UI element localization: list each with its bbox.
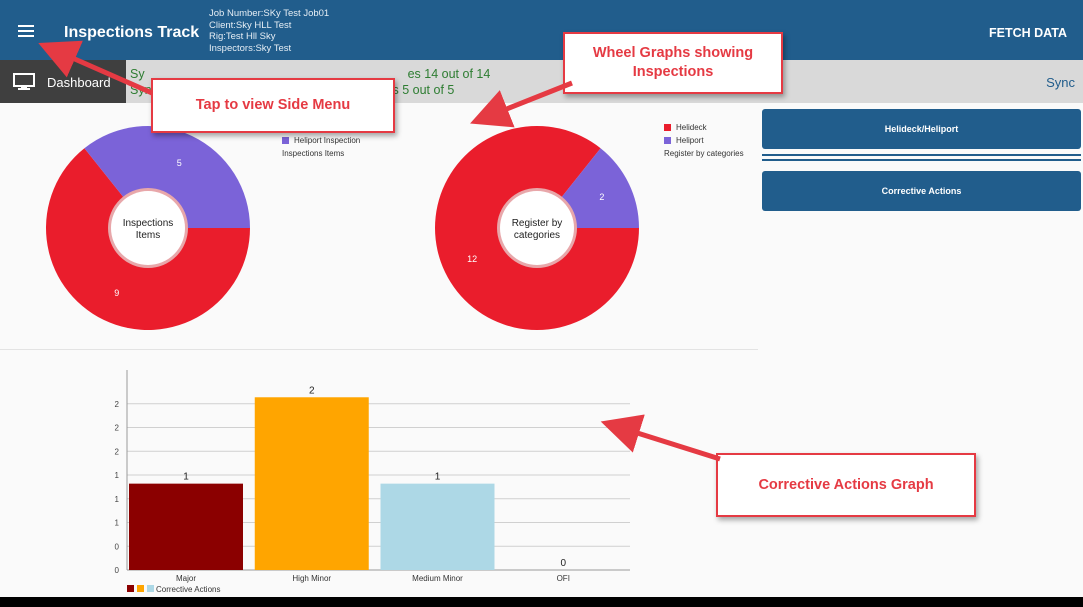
callout-text: Corrective Actions Graph [758,476,934,493]
legend-caption: Inspections Items [282,149,345,158]
x-tick-label: High Minor [292,574,331,583]
y-tick-label: 1 [115,519,120,528]
monitor-icon [13,73,35,90]
legend-swatch [127,585,134,592]
side-menu-callout: Tap to view Side Menu [151,78,395,133]
y-tick-label: 1 [115,471,120,480]
donut-center [111,191,185,265]
section-divider [0,349,758,350]
legend-swatch [147,585,154,592]
legend-swatch [664,137,671,144]
slice-value-label: 5 [177,158,182,168]
legend-swatch [664,124,671,131]
callout-text: Tap to view Side Menu [195,97,351,113]
corrective-actions-button[interactable]: Corrective Actions [762,171,1081,211]
job-number: Job Number:SKy Test Job01 [209,8,330,19]
sync-line-1-start: Sy [130,67,145,81]
bottom-strip [0,597,1083,607]
slice-value-label: 2 [599,192,604,202]
sync-line-2-end: es 5 out of 5 [385,83,455,97]
rig-name: Rig:Test Hll Sky [209,31,276,42]
slice-value-label: 12 [467,254,477,264]
callout-text-line-2: Inspections [632,64,714,80]
bar-value-label: 0 [560,558,566,569]
donut-center-label: Items [136,230,160,241]
x-tick-label: Medium Minor [412,574,463,583]
legend-label: Heliport Inspection [294,136,361,145]
legend-caption: Register by categories [664,149,744,158]
sync-line-2-start: Syn [130,83,152,97]
legend-label: Helideck [676,123,707,132]
callout-text-line-1: Wheel Graphs showing [592,45,754,61]
y-tick-label: 0 [115,542,120,551]
dashboard-label: Dashboard [47,75,111,90]
corrective-actions-callout: Corrective Actions Graph [716,453,976,517]
legend-item-heliport: Heliport [664,136,744,149]
y-tick-label: 2 [115,447,120,456]
donut-center [500,191,574,265]
helideck-heliport-button[interactable]: Helideck/Heliport [762,109,1081,149]
y-tick-label: 2 [115,400,120,409]
inspections-items-legend: Heliport Inspection Inspections Items [282,136,360,159]
y-tick-label: 0 [115,566,120,575]
bar-value-label: 1 [183,472,189,483]
y-tick-label: 1 [115,495,120,504]
legend-swatch [137,585,144,592]
slice-value-label: 9 [114,288,119,298]
y-tick-label: 2 [115,424,120,433]
client-name: Client:Sky HLL Test [209,19,292,31]
sync-button[interactable]: Sync [1046,75,1075,90]
legend-item-heliport-inspection: Heliport Inspection [282,136,360,149]
bar-value-label: 1 [435,472,441,483]
legend-label: Heliport [676,136,704,145]
donut-center-label: Inspections [123,218,174,229]
app-title: Inspections Track [64,24,200,41]
legend-caption: Corrective Actions [156,585,220,594]
fetch-data-button[interactable]: FETCH DATA [989,26,1067,40]
x-tick-label: OFI [557,574,570,583]
donut-center-label: Register by [512,218,563,229]
sync-line-1-end: es 14 out of 14 [407,67,491,81]
donut-center-label: categories [514,230,560,241]
wheel-graphs-callout: Wheel Graphs showing Inspections [563,32,783,94]
bar [380,483,495,570]
legend-swatch [282,137,289,144]
top-app-bar: Inspections Track Job Number:SKy Test Jo… [0,0,1083,60]
bar [254,397,369,570]
bar [129,483,243,570]
legend-item-helideck: Helideck [664,123,744,136]
bar-value-label: 2 [309,385,315,396]
dashboard-tab[interactable]: Dashboard [0,60,126,103]
job-info: Job Number:SKy Test Job01 Client:Sky HLL… [209,8,329,54]
donut-slice [84,126,250,228]
x-tick-label: Major [176,574,196,583]
hamburger-menu-icon[interactable] [14,19,40,41]
register-categories-legend: Helideck Heliport Register by categories [664,123,744,159]
divider-line [762,154,1081,156]
divider-line [762,159,1081,161]
inspectors-name: Inspectors:Sky Test [209,42,292,54]
corrective-actions-bar-chart: 0 0 1 1 1 2 2 2 1 Major 2 High Minor 1 Medium Minor 0 O… [115,370,630,594]
